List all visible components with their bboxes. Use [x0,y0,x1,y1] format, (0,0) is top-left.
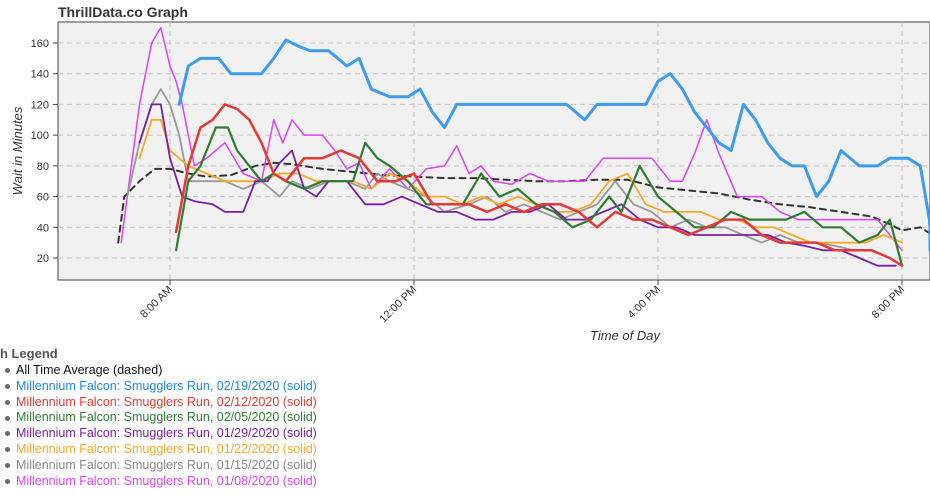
bullet-icon [5,478,10,484]
series-lines [117,26,930,267]
legend-title: ph Legend [0,346,58,361]
bullet-icon [5,384,10,389]
x-axis-label: Time of Day [590,328,661,343]
series-line [174,103,904,267]
legend-item: Millennium Falcon: Smugglers Run, 02/12/… [5,395,317,411]
legend-item-label: Millennium Falcon: Smugglers Run, 01/29/… [16,426,317,441]
y-tick-label: 20 [37,253,49,265]
legend-item-label: Millennium Falcon: Smugglers Run, 01/08/… [16,473,317,488]
legend-list: All Time Average (dashed) Millennium Fal… [0,363,317,489]
y-tick-label: 100 [31,130,49,142]
y-tick-label: 80 [37,161,49,173]
series-line [138,103,897,267]
series-line [117,161,930,244]
legend-item-label: Millennium Falcon: Smugglers Run, 02/12/… [16,394,317,409]
x-tick-label: 8:00 AM [138,284,175,321]
legend-item-label: Millennium Falcon: Smugglers Run, 02/05/… [16,410,317,425]
y-tick-label: 140 [31,69,49,81]
legend-item-label: All Time Average (dashed) [16,363,163,377]
bullet-icon [5,399,10,405]
x-tick-label: 12:00 PM [377,284,419,326]
x-tick-label: 4:00 PM [626,284,663,321]
legend-item-label: Millennium Falcon: Smugglers Run, 01/22/… [16,441,317,456]
series-line [126,88,903,267]
bullet-icon [5,368,10,374]
y-tick-label: 160 [31,38,49,50]
bullet-icon [5,431,10,437]
legend-item: Millennium Falcon: Smugglers Run, 02/19/… [5,379,317,395]
y-tick-label: 120 [31,99,49,111]
y-tick-label: 40 [37,222,49,234]
legend-item-label: Millennium Falcon: Smugglers Run, 02/19/… [16,378,317,393]
wait-time-chart: 20 40 60 80 100 120 140 160 8:00 AM 12:00 PM 4:00 … [10,21,930,343]
bullet-icon [5,447,10,453]
bullet-icon [5,415,10,421]
graph-legend: ph Legend All Time Average (dashed) Mill… [0,346,317,489]
legend-item: Millennium Falcon: Smugglers Run, 01/15/… [5,458,317,474]
x-tick-label: 8:00 PM [870,284,907,321]
legend-item: Millennium Falcon: Smugglers Run, 01/08/… [5,474,317,490]
legend-item: Millennium Falcon: Smugglers Run, 01/22/… [5,442,317,458]
y-tick-label: 60 [37,192,49,204]
legend-item: All Time Average (dashed) [5,363,317,379]
legend-item: Millennium Falcon: Smugglers Run, 02/05/… [5,410,317,426]
plot-area [57,21,930,281]
bullet-icon [5,462,10,468]
legend-item-label: Millennium Falcon: Smugglers Run, 01/15/… [16,457,317,472]
series-line [138,118,903,244]
graph-title: ThrillData.co Graph [58,4,188,20]
y-axis-label: Wait in Minutes [10,106,25,195]
series-line [120,26,903,252]
legend-item: Millennium Falcon: Smugglers Run, 01/29/… [5,426,317,442]
series-line [177,38,930,252]
series-line [175,126,904,267]
